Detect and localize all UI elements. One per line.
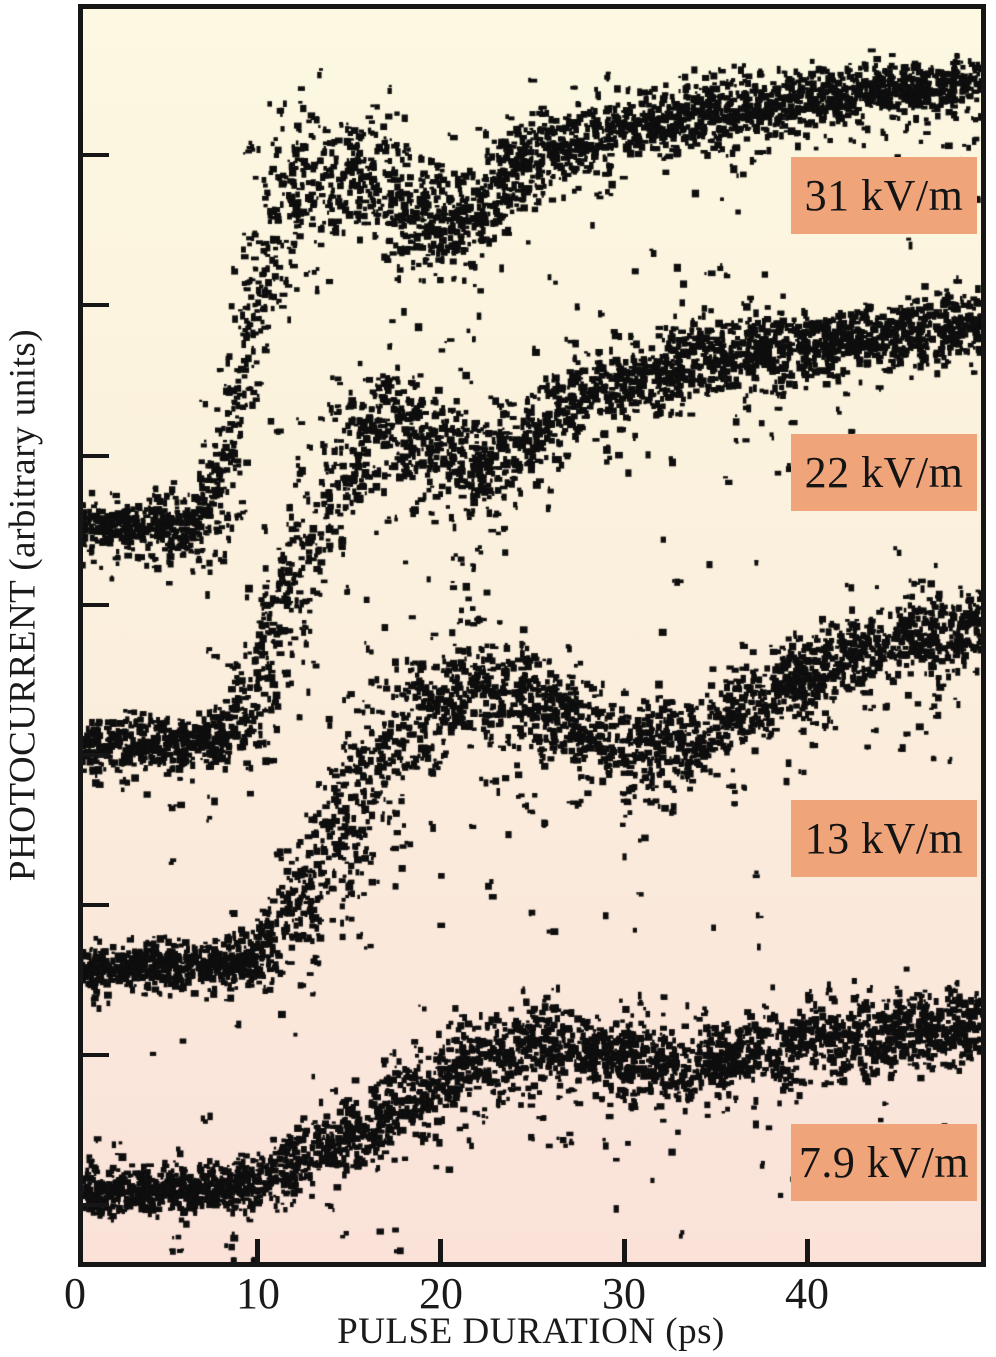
x-axis-tick [438, 1239, 443, 1262]
x-axis-tick [255, 1239, 260, 1262]
series-label-box-7p9kvm: 7.9 kV/m [791, 1124, 977, 1201]
x-axis-title: PULSE DURATION (ps) [337, 1311, 725, 1352]
series-label-box-22kvm: 22 kV/m [791, 434, 977, 511]
series-label-7p9kvm: 7.9 kV/m [798, 1138, 970, 1187]
x-axis-tick [805, 1239, 810, 1262]
x-axis-tick-label: 40 [785, 1269, 829, 1318]
y-axis-tick [83, 903, 109, 907]
y-axis-tick [83, 1053, 109, 1057]
y-axis-tick [83, 753, 109, 757]
y-axis-tick [83, 153, 109, 157]
y-axis-title: PHOTOCURRENT (arbitrary units) [2, 328, 44, 882]
y-axis-tick [83, 1203, 109, 1207]
x-axis-tick-label: 30 [602, 1269, 646, 1318]
series-label-22kvm: 22 kV/m [804, 448, 964, 497]
series-label-31kvm: 31 kV/m [804, 171, 964, 220]
y-axis-tick [83, 303, 109, 307]
y-axis-tick [83, 603, 109, 607]
x-axis-tick-label: 20 [419, 1269, 463, 1318]
x-axis-tick-label: 0 [64, 1269, 86, 1318]
series-label-13kvm: 13 kV/m [804, 814, 964, 863]
x-axis-tick [622, 1239, 627, 1262]
series-label-box-31kvm: 31 kV/m [791, 157, 977, 234]
x-axis-tick-label: 10 [236, 1269, 280, 1318]
y-axis-tick [83, 454, 109, 458]
series-label-box-13kvm: 13 kV/m [791, 800, 977, 877]
